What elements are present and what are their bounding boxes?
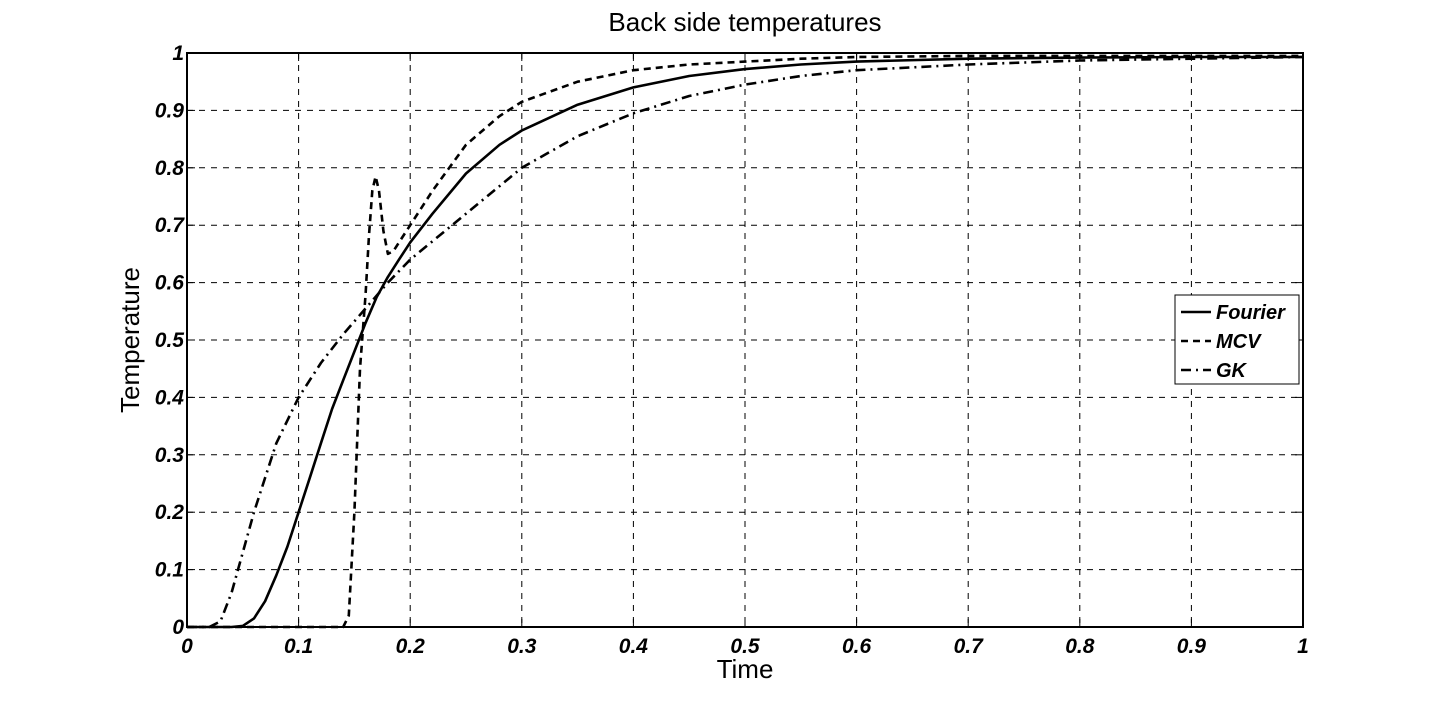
series-line-mcv <box>187 54 1303 629</box>
x-tick-label: 0.8 <box>1065 635 1095 658</box>
x-tick-label: 1 <box>1297 635 1309 658</box>
legend-label-mcv: MCV <box>1216 331 1262 353</box>
y-tick-label: 0.9 <box>155 99 185 122</box>
y-tick-label: 0.7 <box>155 214 186 237</box>
plot-series <box>187 54 1304 629</box>
x-tick-label: 0.2 <box>396 635 426 658</box>
y-tick-label: 0.4 <box>155 386 185 409</box>
y-tick-label: 0.5 <box>155 329 185 352</box>
y-tick-label: 1 <box>172 42 184 65</box>
y-tick-label: 0 <box>172 616 184 639</box>
legend-label-gk: GK <box>1216 360 1248 382</box>
x-tick-label: 0.9 <box>1177 635 1207 658</box>
x-axis-label: Time <box>717 654 774 684</box>
x-axis-ticks: 0 0.1 0.2 0.3 0.4 0.5 0.6 0.7 0.8 0.9 1 <box>181 53 1309 658</box>
series-line-fourier <box>187 55 1303 629</box>
y-tick-label: 0.6 <box>155 272 185 295</box>
x-tick-label: 0.5 <box>730 635 760 658</box>
chart-title: Back side temperatures <box>608 7 881 37</box>
legend-label-fourier: Fourier <box>1216 302 1286 324</box>
legend: Fourier MCV GK <box>1174 294 1300 385</box>
y-tick-label: 0.3 <box>155 444 185 467</box>
y-tick-label: 0.2 <box>155 501 185 524</box>
x-tick-label: 0 <box>181 635 193 658</box>
legend-box <box>1174 294 1300 385</box>
y-tick-label: 0.8 <box>155 157 185 180</box>
series-line-gk <box>187 55 1304 629</box>
y-axis-ticks: 0 0.1 0.2 0.3 0.4 0.5 0.6 0.7 0.8 0.9 1 <box>155 42 1303 639</box>
x-tick-label: 0.3 <box>507 635 537 658</box>
x-tick-label: 0.6 <box>842 635 872 658</box>
x-tick-label: 0.4 <box>619 635 649 658</box>
y-tick-label: 0.1 <box>155 559 184 582</box>
x-tick-label: 0.1 <box>284 635 313 658</box>
grid <box>187 53 1303 627</box>
x-tick-label: 0.7 <box>954 635 985 658</box>
y-axis-label: Temperature <box>115 267 145 413</box>
